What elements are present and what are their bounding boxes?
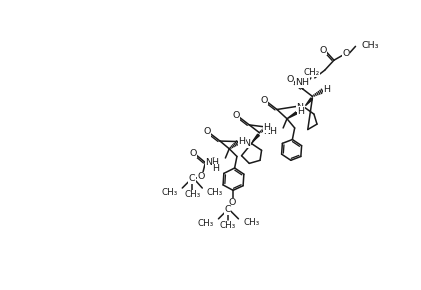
Text: NH: NH [205,158,219,167]
Text: H: H [297,106,304,115]
Text: O: O [232,111,240,120]
Text: CH₃: CH₃ [220,221,236,230]
Text: CH₃: CH₃ [206,188,222,197]
Text: N: N [243,139,250,148]
Text: O: O [197,172,205,181]
Text: O: O [320,46,327,55]
Text: O: O [260,96,268,105]
Text: H: H [323,85,330,94]
Text: H: H [264,124,270,133]
Text: O: O [286,75,294,84]
Text: NH: NH [263,127,277,136]
Text: CH₃: CH₃ [362,41,379,50]
Text: CH₃: CH₃ [184,191,200,200]
Text: H: H [238,137,245,146]
Text: CH₂: CH₂ [303,68,319,77]
Text: O: O [203,127,210,136]
Text: O: O [229,198,236,207]
Text: CH₃: CH₃ [161,188,178,197]
Text: C: C [189,174,196,183]
Text: O: O [189,149,197,158]
Text: H: H [212,164,219,173]
Polygon shape [287,112,298,119]
Polygon shape [306,98,312,106]
Text: O: O [343,49,350,58]
Polygon shape [252,134,259,142]
Text: NH: NH [295,78,309,87]
Text: C: C [224,205,231,214]
Text: CH₃: CH₃ [243,218,259,227]
Text: CH₃: CH₃ [197,219,214,228]
Text: N: N [296,103,304,112]
